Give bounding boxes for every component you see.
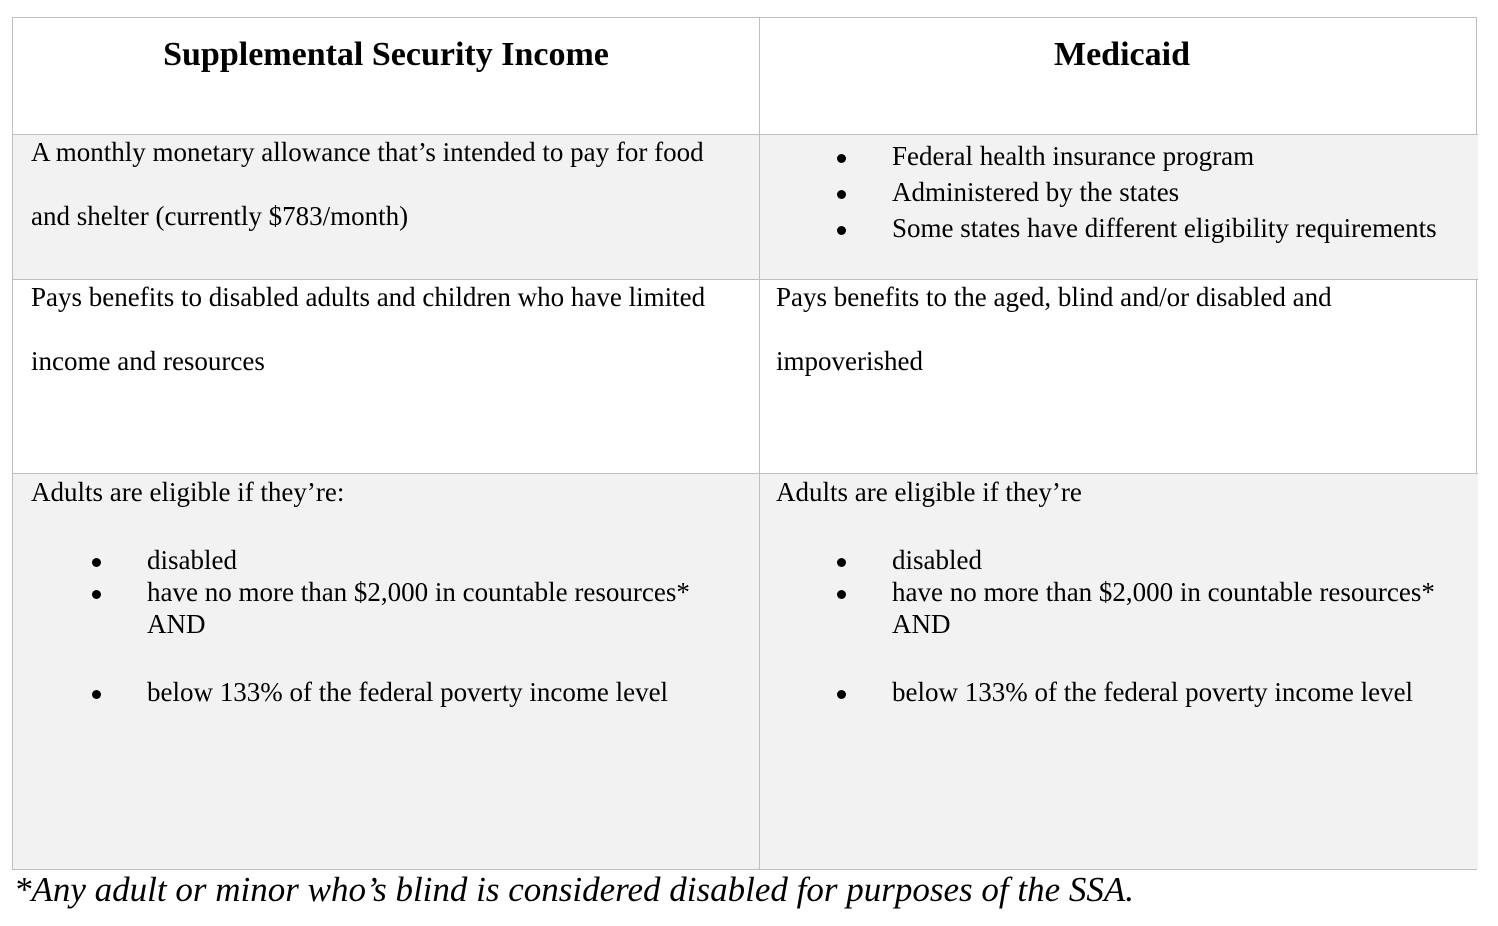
cell-text: Pays benefits to the aged, blind and/or … (776, 282, 1332, 376)
bullet-item: have no more than $2,000 in countable re… (31, 576, 729, 640)
bullet-item: below 133% of the federal poverty income… (31, 676, 729, 708)
footnote: *Any adult or minor who’s blind is consi… (14, 870, 1134, 909)
bullet-text: disabled (892, 545, 982, 575)
bullet-note: AND (147, 609, 206, 639)
cell: Pays benefits to disabled adults and chi… (13, 280, 760, 474)
bullet-list: disabled have no more than $2,000 in cou… (31, 544, 729, 708)
cell: Adults are eligible if they’re disabled … (760, 474, 1478, 869)
cell: Adults are eligible if they’re: disabled… (13, 474, 760, 869)
bullet-text: disabled (147, 545, 237, 575)
cell: Pays benefits to the aged, blind and/or … (760, 280, 1478, 474)
cell-text: A monthly monetary allowance that’s inte… (31, 137, 704, 231)
cell: Federal health insurance program Adminis… (760, 135, 1478, 280)
bullet-note: AND (892, 609, 951, 639)
header-cell: Medicaid (760, 18, 1478, 135)
bullet-text: below 133% of the federal poverty income… (892, 677, 1414, 707)
bullet-item: Administered by the states (776, 176, 1448, 208)
header-cell: Supplemental Security Income (13, 18, 760, 135)
bullet-item: disabled (776, 544, 1448, 576)
cell: A monthly monetary allowance that’s inte… (13, 135, 760, 280)
comparison-table: Supplemental Security Income Medicaid A … (12, 17, 1478, 870)
bullet-item: have no more than $2,000 in countable re… (776, 576, 1448, 640)
bullet-item: Federal health insurance program (776, 140, 1448, 172)
cell-text: Pays benefits to disabled adults and chi… (31, 282, 706, 376)
bullet-text: have no more than $2,000 in countable re… (892, 577, 1435, 607)
cell-intro: Adults are eligible if they’re (776, 477, 1082, 507)
bullet-text: below 133% of the federal poverty income… (147, 677, 669, 707)
bullet-list: Federal health insurance program Adminis… (776, 135, 1448, 244)
bullet-list: disabled have no more than $2,000 in cou… (776, 544, 1448, 708)
cell-intro: Adults are eligible if they’re: (31, 477, 345, 507)
bullet-item: below 133% of the federal poverty income… (776, 676, 1448, 708)
bullet-text: have no more than $2,000 in countable re… (147, 577, 690, 607)
bullet-item: disabled (31, 544, 729, 576)
bullet-item: Some states have different eligibility r… (776, 212, 1448, 244)
